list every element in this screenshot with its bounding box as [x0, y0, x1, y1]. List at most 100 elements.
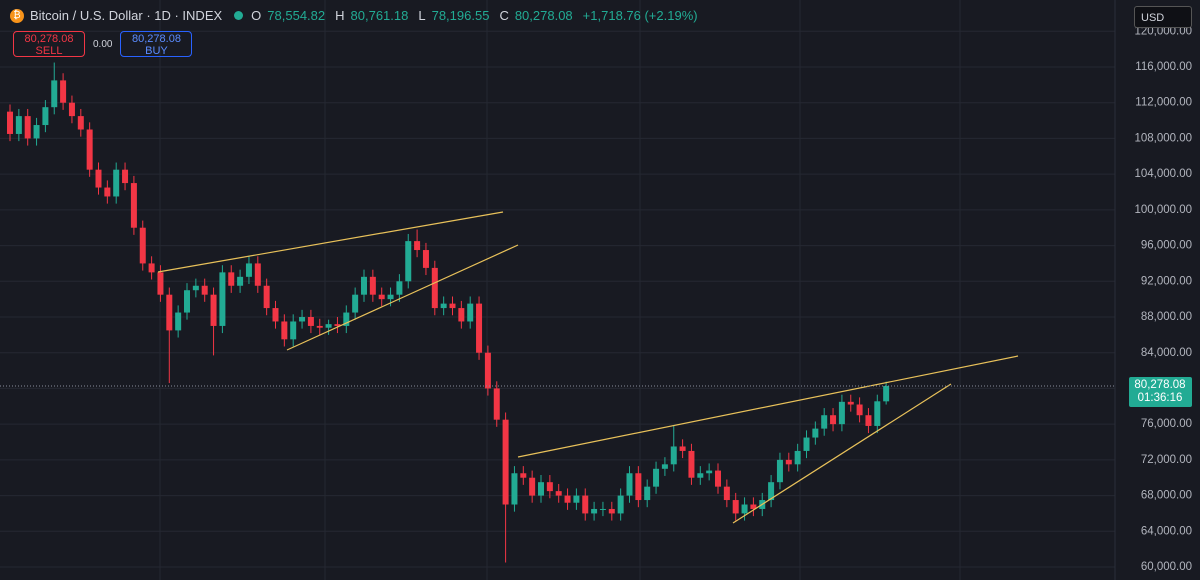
header: ₿ Bitcoin / U.S. Dollar · 1D · INDEX O 78… [10, 8, 702, 23]
candle-body [865, 415, 872, 426]
candle-body [299, 317, 306, 322]
candle-body [237, 276, 244, 286]
candle-body [68, 102, 75, 117]
candles [7, 62, 890, 563]
candle-body [316, 325, 323, 328]
y-tick-label: 64,000.00 [1141, 525, 1192, 537]
y-tick-label: 96,000.00 [1141, 240, 1192, 252]
candle-body [599, 508, 606, 510]
candle-body [77, 116, 84, 130]
candle-body [644, 486, 651, 501]
y-tick-label: 104,000.00 [1134, 168, 1192, 180]
y-tick-label: 68,000.00 [1141, 490, 1192, 502]
ohlc-label: C [499, 8, 509, 23]
candle-body [405, 241, 412, 282]
candle-body [15, 116, 22, 134]
candle-body [86, 129, 93, 170]
candle-body [635, 473, 642, 501]
trade-panel: 80,278.08 SELL 0.00 80,278.08 BUY [13, 31, 193, 57]
candle-body [378, 294, 385, 300]
symbol: Bitcoin / U.S. Dollar · 1D · INDEX [30, 8, 223, 23]
candle-body [272, 308, 279, 322]
y-tick-label: 84,000.00 [1141, 347, 1192, 359]
candle-body [228, 272, 235, 286]
candle-body [821, 415, 828, 429]
candle-body [626, 473, 633, 496]
candle-body [776, 459, 783, 483]
candle-body [449, 303, 456, 309]
candle-body [732, 500, 739, 514]
candle-body [42, 107, 49, 126]
candle-body [847, 401, 854, 405]
candle-body [608, 508, 615, 514]
candle-body [192, 285, 199, 291]
candle-body [874, 401, 881, 426]
candle-body [529, 477, 536, 496]
candle-body [130, 183, 137, 228]
y-tick-label: 88,000.00 [1141, 311, 1192, 323]
candle-body [281, 321, 288, 340]
candle-body [387, 294, 394, 300]
sell-price: 80,278.08 [24, 33, 74, 45]
candle-body [750, 504, 757, 509]
candle-body [352, 294, 359, 313]
ohlc-value: 78,196.55 [431, 8, 490, 23]
currency-select[interactable]: USD [1134, 6, 1192, 28]
candle-body [502, 419, 509, 505]
candle-body [794, 450, 801, 465]
candle-body [555, 491, 562, 496]
sell-label: SELL [35, 45, 63, 57]
y-tick-label: 108,000.00 [1134, 132, 1192, 144]
candle-body [768, 482, 775, 501]
candle-body [175, 312, 182, 331]
candle-body [546, 482, 553, 492]
sell-button[interactable]: 80,278.08 SELL [13, 31, 85, 57]
candle-body [679, 446, 686, 451]
candle-body [166, 294, 173, 331]
last-price-label: 80,278.08 [1134, 379, 1185, 391]
spread: 0.00 [93, 38, 113, 50]
candle-body [307, 317, 314, 326]
y-tick-label: 76,000.00 [1141, 418, 1192, 430]
candle-body [493, 388, 500, 420]
candle-body [484, 352, 491, 389]
candle-body [148, 263, 155, 273]
candle-body [104, 187, 111, 197]
buy-button[interactable]: 80,278.08 BUY [120, 31, 193, 57]
trendline [286, 244, 519, 351]
candle-body [210, 294, 217, 326]
candle-body [838, 401, 845, 425]
candle-body [334, 324, 341, 326]
candle-body [33, 125, 40, 139]
candle-body [60, 80, 67, 103]
candle-body [51, 80, 58, 108]
candle-body [723, 486, 730, 501]
trendline [517, 355, 1019, 458]
ohlc-label: O [251, 8, 262, 23]
countdown: 01:36:16 [1138, 392, 1183, 404]
candle-body [414, 241, 421, 251]
candle-body [7, 111, 13, 134]
candle-body [591, 508, 598, 514]
candle-body [520, 473, 527, 478]
candle-body [653, 468, 660, 487]
candle-body [706, 470, 713, 474]
candle-body [812, 428, 819, 438]
ohlc-value: 80,761.18 [350, 8, 409, 23]
candle-body [157, 272, 164, 295]
y-tick-label: 92,000.00 [1141, 275, 1192, 287]
candle-body [325, 324, 332, 328]
candle-body [254, 263, 261, 286]
candle-body [697, 473, 704, 478]
buy-price: 80,278.08 [132, 33, 181, 45]
trendlines [157, 211, 1019, 524]
candle-body [95, 169, 102, 188]
change: +1,718.76 (+2.19%) [582, 8, 698, 23]
candle-body [219, 272, 226, 326]
ohlc-label: H [335, 8, 345, 23]
candle-body [803, 437, 810, 451]
candle-body [290, 321, 297, 340]
candle-body [361, 276, 367, 295]
